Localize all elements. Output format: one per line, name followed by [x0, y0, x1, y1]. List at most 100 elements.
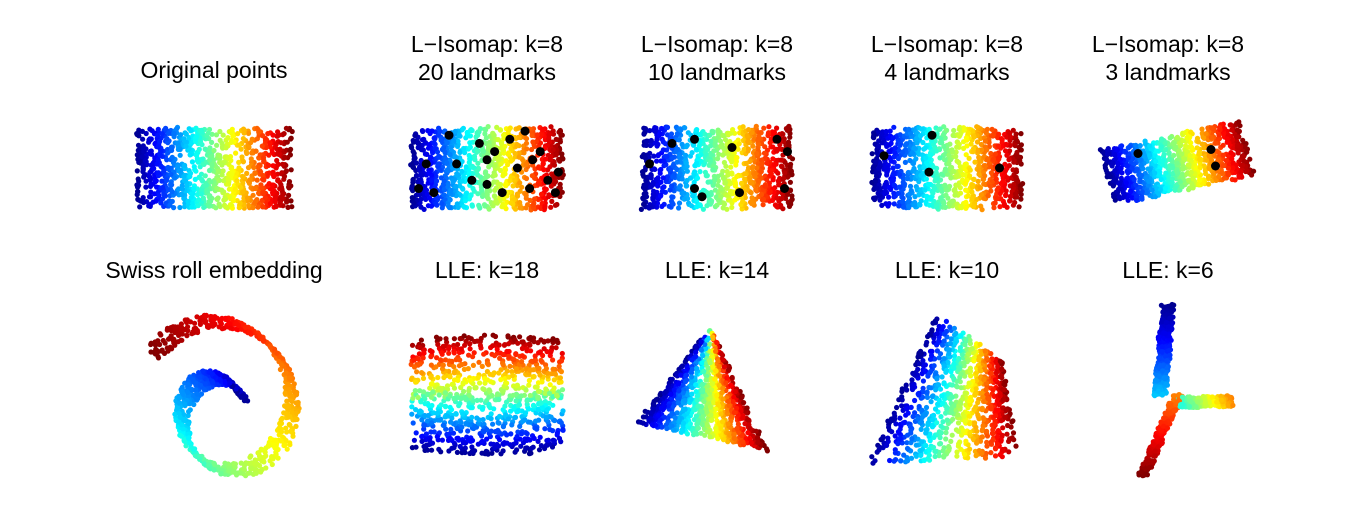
data-point — [546, 139, 553, 145]
data-point — [258, 169, 264, 175]
data-point — [512, 206, 519, 212]
data-point — [767, 140, 773, 146]
data-point — [270, 169, 276, 175]
data-point — [419, 137, 426, 143]
data-point — [911, 202, 918, 208]
data-point — [159, 178, 165, 184]
panel-title-line: L−Isomap: k=8 — [871, 31, 1023, 57]
data-point — [461, 204, 467, 210]
data-point — [527, 197, 533, 203]
data-point — [213, 132, 220, 138]
data-point — [447, 197, 453, 203]
panel-4: L−Isomap: k=84 landmarks — [869, 31, 1026, 213]
data-point — [717, 138, 724, 144]
data-point — [655, 183, 661, 189]
landmark-point — [520, 126, 530, 136]
data-point — [1180, 138, 1186, 144]
data-point — [896, 184, 903, 190]
data-point — [155, 170, 162, 176]
data-point — [156, 142, 162, 149]
data-point — [1220, 163, 1226, 169]
data-point — [997, 204, 1003, 210]
data-point — [485, 124, 491, 130]
data-point — [517, 199, 523, 206]
data-point — [896, 203, 902, 209]
data-point — [435, 161, 441, 167]
data-point — [1216, 150, 1222, 156]
data-point — [1015, 178, 1021, 185]
data-point — [659, 203, 665, 209]
data-point — [263, 465, 269, 471]
data-point — [966, 155, 972, 161]
data-point — [1137, 178, 1143, 184]
data-point — [193, 168, 199, 174]
data-point — [173, 126, 180, 132]
data-point — [191, 164, 197, 170]
data-point — [480, 148, 486, 155]
data-point — [707, 179, 713, 185]
data-point — [500, 173, 506, 179]
data-point — [280, 191, 286, 197]
data-point — [447, 151, 453, 158]
data-point — [205, 130, 211, 136]
data-point — [1000, 179, 1006, 185]
data-point — [949, 147, 955, 153]
landmark-point — [1206, 145, 1216, 154]
data-point — [154, 184, 160, 190]
data-point — [694, 175, 701, 181]
data-point — [193, 134, 199, 140]
data-point — [1197, 177, 1203, 183]
data-point — [971, 134, 977, 140]
data-point — [270, 132, 276, 138]
data-point — [490, 130, 496, 137]
data-point — [460, 125, 466, 131]
data-point — [1161, 151, 1167, 158]
landmark-point — [474, 138, 484, 148]
data-point — [453, 183, 459, 189]
data-point — [1122, 149, 1128, 155]
data-point — [937, 155, 943, 161]
data-point — [1125, 145, 1131, 151]
data-point — [285, 204, 291, 210]
data-point — [469, 203, 475, 209]
data-point — [1007, 130, 1013, 136]
data-point — [1234, 127, 1240, 133]
data-point — [957, 132, 963, 138]
data-point — [891, 124, 897, 130]
data-point — [247, 177, 253, 183]
data-point — [217, 128, 223, 135]
data-point — [963, 187, 969, 193]
data-point — [188, 128, 194, 134]
data-point — [715, 156, 721, 162]
data-point — [260, 133, 266, 139]
data-point — [266, 152, 272, 158]
data-point — [955, 182, 961, 188]
data-point — [455, 204, 461, 210]
data-point — [546, 194, 552, 200]
data-point — [1229, 156, 1235, 162]
data-point — [782, 170, 788, 176]
data-point — [159, 131, 165, 137]
data-point — [437, 167, 443, 173]
data-point — [253, 148, 259, 154]
data-point — [923, 176, 930, 182]
data-point — [278, 140, 284, 146]
data-point — [143, 130, 149, 137]
data-point — [1146, 166, 1153, 172]
data-point — [240, 159, 246, 165]
data-point — [715, 197, 722, 203]
data-point — [1171, 152, 1177, 158]
data-point — [474, 148, 480, 154]
data-point — [1221, 175, 1227, 181]
data-point — [476, 203, 482, 209]
data-point — [495, 181, 502, 187]
data-point — [259, 143, 265, 149]
data-point — [1118, 165, 1124, 171]
data-point — [749, 200, 755, 206]
data-point — [733, 162, 739, 168]
data-point — [156, 193, 162, 199]
data-point — [1206, 153, 1212, 159]
data-point — [747, 174, 753, 180]
data-point — [183, 131, 189, 137]
data-point — [683, 144, 689, 150]
